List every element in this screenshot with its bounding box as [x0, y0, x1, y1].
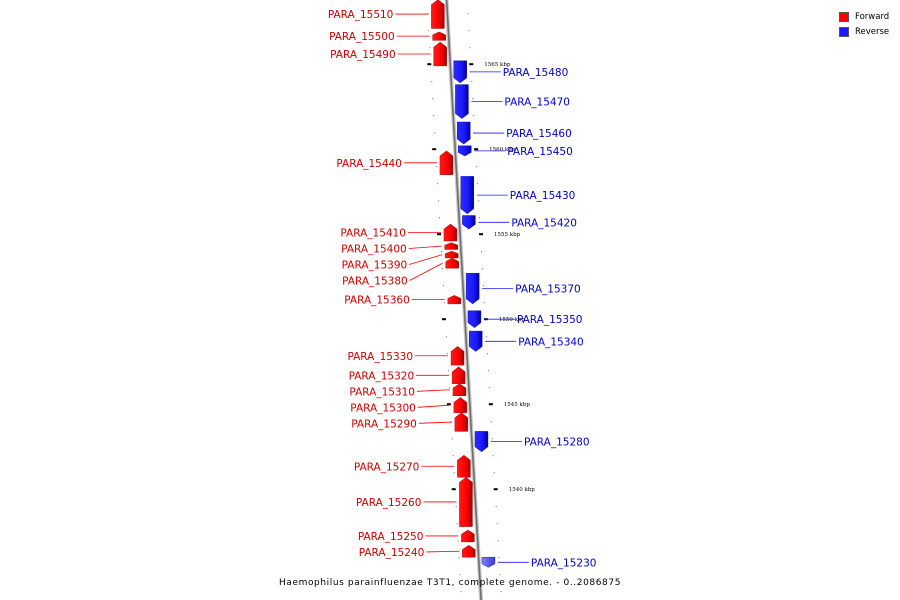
legend-reverse-label: Reverse [855, 26, 890, 37]
gene-label: PARA_15400 [341, 244, 407, 256]
gene-label: PARA_15230 [531, 557, 597, 569]
gene-para-15230[interactable] [481, 557, 496, 568]
gene-para-15290[interactable] [454, 412, 469, 432]
gene-label: PARA_15290 [351, 418, 417, 430]
gene-para-15500[interactable] [432, 31, 446, 41]
gene-label: PARA_15430 [510, 190, 576, 202]
gene-label: PARA_15470 [504, 97, 570, 109]
gene-para-15460[interactable] [457, 121, 471, 145]
gene-para-15240[interactable] [462, 545, 476, 558]
gene-para-15420[interactable] [462, 215, 476, 230]
gene-para-15430[interactable] [460, 176, 474, 215]
gene-label: PARA_15380 [342, 276, 408, 288]
gene-para-15360[interactable] [447, 295, 462, 305]
gene-label: PARA_15270 [354, 461, 420, 473]
gene-para-15380[interactable] [445, 257, 459, 269]
scale-tick-label: 1550 kbp [499, 317, 526, 323]
gene-para-15330[interactable] [450, 346, 465, 366]
scale-ticks: 1565 kbp 1560 kbp 1555 kbp 1550 kbp 1545 kbp… [427, 62, 535, 493]
gene-label: PARA_15510 [328, 9, 394, 21]
gene-para-15370[interactable] [465, 273, 480, 305]
gene-para-15400[interactable] [444, 242, 458, 250]
gene-label: PARA_15390 [342, 260, 408, 272]
gene-para-15280[interactable] [474, 431, 489, 453]
gene-label: PARA_15260 [356, 497, 422, 509]
gene-labels: PARA_15510 PARA_15500 PARA_15490 PARA_15480… [328, 9, 597, 569]
gene-label: PARA_15420 [511, 217, 577, 229]
gene-label: PARA_15450 [507, 146, 573, 158]
gene-para-15310[interactable] [452, 383, 467, 396]
gene-para-15450[interactable] [458, 145, 472, 157]
gene-para-15470[interactable] [455, 84, 469, 119]
scale-tick-label: 1555 kbp [494, 232, 521, 238]
gene-features[interactable] [431, 0, 496, 568]
genome-backbone [444, 0, 484, 600]
gene-para-15270[interactable] [457, 454, 471, 478]
gene-para-15250[interactable] [461, 529, 475, 543]
gene-para-15480[interactable] [453, 60, 467, 84]
gene-label: PARA_15360 [344, 295, 410, 307]
legend-forward-label: Forward [855, 11, 890, 22]
gene-label: PARA_15490 [330, 49, 396, 61]
scale-tick-label: 1540 kbp [509, 487, 536, 493]
gene-label: PARA_15500 [329, 31, 395, 43]
reverse-swatch [839, 26, 849, 37]
legend-reverse: Reverse [839, 24, 889, 39]
gene-label: PARA_15460 [506, 128, 572, 140]
gene-label: PARA_15280 [524, 437, 590, 449]
gene-para-15390[interactable] [445, 250, 459, 259]
gene-para-15340[interactable] [468, 330, 483, 352]
gene-label: PARA_15340 [518, 336, 584, 348]
map-caption: Haemophilus parainfluenzae T3T1, complet… [278, 578, 622, 588]
gene-para-15260[interactable] [459, 477, 473, 527]
gene-label: PARA_15240 [359, 547, 425, 559]
legend-forward: Forward [839, 9, 889, 24]
forward-swatch [839, 11, 849, 22]
gene-label: PARA_15410 [340, 228, 406, 240]
scale-tick-label: 1565 kbp [484, 62, 511, 68]
gene-para-15510[interactable] [431, 0, 445, 29]
gene-para-15320[interactable] [451, 366, 466, 384]
gene-para-15440[interactable] [439, 150, 454, 175]
gene-para-15300[interactable] [453, 397, 468, 413]
scale-tick-label: 1560 kbp [489, 147, 516, 153]
scale-tick-label: 1545 kbp [504, 402, 531, 408]
gene-para-15410[interactable] [443, 223, 458, 242]
gene-label: PARA_15320 [349, 370, 415, 382]
gene-label: PARA_15440 [336, 158, 402, 170]
gene-label: PARA_15330 [347, 351, 413, 363]
gene-label: PARA_15310 [349, 386, 415, 398]
legend: Forward Reverse [839, 9, 889, 39]
gene-label: PARA_15300 [350, 402, 416, 414]
gene-para-15490[interactable] [433, 41, 447, 67]
gene-label: PARA_15370 [515, 284, 581, 296]
gene-para-15350[interactable] [467, 310, 482, 328]
gene-label: PARA_15350 [517, 314, 583, 326]
gene-label: PARA_15480 [503, 67, 569, 79]
gene-label: PARA_15250 [358, 531, 424, 543]
